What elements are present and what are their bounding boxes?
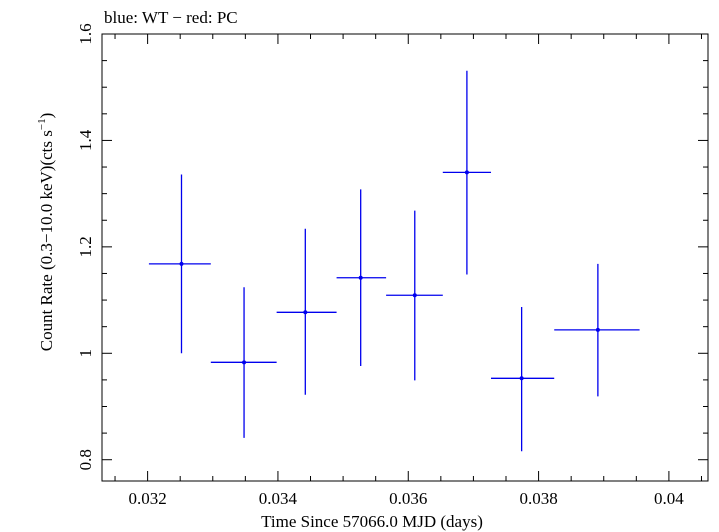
x-tick-label: 0.034 (259, 489, 298, 508)
x-tick-label: 0.038 (519, 489, 557, 508)
y-axis-label-tail: ) (37, 113, 56, 119)
point-marker (519, 376, 524, 381)
data-point (276, 228, 337, 395)
y-tick-label: 0.8 (76, 449, 95, 470)
y-tick-label: 1.2 (76, 236, 95, 257)
y-axis-label-main: Count Rate (0.3−10.0 keV)(cts s (37, 130, 56, 351)
data-point (210, 287, 277, 438)
point-marker (595, 327, 600, 332)
data-point (442, 70, 492, 275)
x-tick-label: 0.036 (389, 489, 427, 508)
point-marker (412, 293, 417, 298)
x-axis-label: Time Since 57066.0 MJD (days) (261, 512, 483, 531)
y-axis-label: Count Rate (0.3−10.0 keV)(cts s−1) (36, 113, 56, 352)
y-tick-label: 1.6 (76, 23, 95, 44)
plot-frame (101, 33, 709, 482)
data-points-layer (148, 70, 640, 452)
point-marker (464, 170, 469, 175)
y-axis-label-superscript: −1 (36, 118, 48, 130)
x-tick-label: 0.032 (128, 489, 166, 508)
point-marker (242, 360, 247, 365)
axis-ticks: 0.032 0.034 0.036 0.038 0.04 0.8 1 1.2 1.4 1.6 (76, 23, 708, 508)
data-point (554, 263, 640, 397)
data-point (491, 306, 555, 452)
point-marker (303, 310, 308, 315)
data-point (386, 210, 443, 381)
point-marker (179, 261, 184, 266)
x-tick-label: 0.04 (654, 489, 684, 508)
chart-title: blue: WT − red: PC (104, 8, 238, 27)
data-point (148, 174, 211, 354)
y-tick-label: 1.4 (76, 129, 95, 151)
y-tick-label: 1 (76, 349, 95, 358)
point-marker (358, 275, 363, 280)
data-point (336, 189, 387, 367)
